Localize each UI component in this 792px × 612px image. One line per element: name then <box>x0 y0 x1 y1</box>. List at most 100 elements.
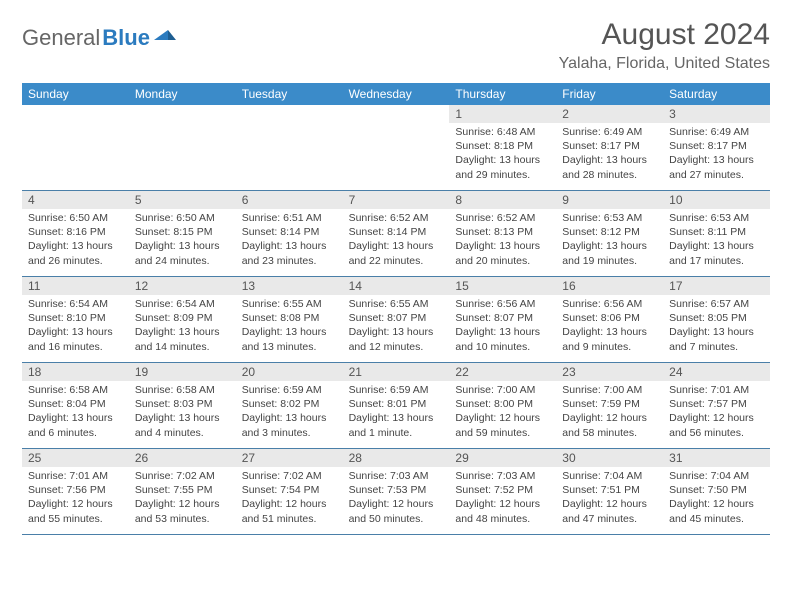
calendar-cell: 1Sunrise: 6:48 AMSunset: 8:18 PMDaylight… <box>449 105 556 191</box>
sunset-text: Sunset: 8:07 PM <box>349 311 444 325</box>
sunset-text: Sunset: 8:12 PM <box>562 225 657 239</box>
sunset-text: Sunset: 8:17 PM <box>669 139 764 153</box>
sunset-text: Sunset: 8:05 PM <box>669 311 764 325</box>
weekday-friday: Friday <box>556 83 663 105</box>
calendar-cell: 8Sunrise: 6:52 AMSunset: 8:13 PMDaylight… <box>449 191 556 277</box>
sunset-text: Sunset: 7:57 PM <box>669 397 764 411</box>
weekday-sunday: Sunday <box>22 83 129 105</box>
sunset-text: Sunset: 8:18 PM <box>455 139 550 153</box>
day-number: 16 <box>556 277 663 295</box>
sunset-text: Sunset: 8:14 PM <box>242 225 337 239</box>
daylight-text: Daylight: 12 hours and 58 minutes. <box>562 411 657 439</box>
sunset-text: Sunset: 8:04 PM <box>28 397 123 411</box>
daylight-text: Daylight: 12 hours and 56 minutes. <box>669 411 764 439</box>
calendar-cell: 3Sunrise: 6:49 AMSunset: 8:17 PMDaylight… <box>663 105 770 191</box>
day-body: Sunrise: 7:02 AMSunset: 7:55 PMDaylight:… <box>129 467 236 530</box>
sunrise-text: Sunrise: 7:00 AM <box>455 383 550 397</box>
sunrise-text: Sunrise: 6:48 AM <box>455 125 550 139</box>
daylight-text: Daylight: 12 hours and 47 minutes. <box>562 497 657 525</box>
daylight-text: Daylight: 13 hours and 17 minutes. <box>669 239 764 267</box>
sunset-text: Sunset: 7:50 PM <box>669 483 764 497</box>
day-number: 20 <box>236 363 343 381</box>
day-number: 15 <box>449 277 556 295</box>
day-number: 2 <box>556 105 663 123</box>
sunset-text: Sunset: 8:01 PM <box>349 397 444 411</box>
daylight-text: Daylight: 13 hours and 13 minutes. <box>242 325 337 353</box>
weekday-thursday: Thursday <box>449 83 556 105</box>
weekday-wednesday: Wednesday <box>343 83 450 105</box>
sunset-text: Sunset: 7:51 PM <box>562 483 657 497</box>
sunset-text: Sunset: 8:16 PM <box>28 225 123 239</box>
day-body: Sunrise: 6:50 AMSunset: 8:16 PMDaylight:… <box>22 209 129 272</box>
day-number: 10 <box>663 191 770 209</box>
day-body: Sunrise: 6:52 AMSunset: 8:13 PMDaylight:… <box>449 209 556 272</box>
calendar-cell: 24Sunrise: 7:01 AMSunset: 7:57 PMDayligh… <box>663 363 770 449</box>
daylight-text: Daylight: 12 hours and 50 minutes. <box>349 497 444 525</box>
day-number: 12 <box>129 277 236 295</box>
sunrise-text: Sunrise: 7:04 AM <box>562 469 657 483</box>
calendar-cell <box>22 105 129 191</box>
day-number: 29 <box>449 449 556 467</box>
day-number: 8 <box>449 191 556 209</box>
weekday-header-row: Sunday Monday Tuesday Wednesday Thursday… <box>22 83 770 105</box>
day-body: Sunrise: 7:00 AMSunset: 7:59 PMDaylight:… <box>556 381 663 444</box>
calendar-cell: 26Sunrise: 7:02 AMSunset: 7:55 PMDayligh… <box>129 449 236 535</box>
day-body: Sunrise: 6:58 AMSunset: 8:04 PMDaylight:… <box>22 381 129 444</box>
calendar-cell: 14Sunrise: 6:55 AMSunset: 8:07 PMDayligh… <box>343 277 450 363</box>
logo-text-general: General <box>22 25 100 51</box>
sunrise-text: Sunrise: 6:53 AM <box>669 211 764 225</box>
calendar-table: Sunday Monday Tuesday Wednesday Thursday… <box>22 83 770 535</box>
day-number: 25 <box>22 449 129 467</box>
day-body: Sunrise: 6:56 AMSunset: 8:06 PMDaylight:… <box>556 295 663 358</box>
logo: GeneralBlue <box>22 24 176 51</box>
daylight-text: Daylight: 13 hours and 7 minutes. <box>669 325 764 353</box>
day-number: 31 <box>663 449 770 467</box>
sunset-text: Sunset: 8:03 PM <box>135 397 230 411</box>
daylight-text: Daylight: 12 hours and 59 minutes. <box>455 411 550 439</box>
day-body: Sunrise: 6:56 AMSunset: 8:07 PMDaylight:… <box>449 295 556 358</box>
daylight-text: Daylight: 13 hours and 14 minutes. <box>135 325 230 353</box>
day-number: 24 <box>663 363 770 381</box>
day-body: Sunrise: 6:52 AMSunset: 8:14 PMDaylight:… <box>343 209 450 272</box>
day-body: Sunrise: 7:04 AMSunset: 7:51 PMDaylight:… <box>556 467 663 530</box>
day-body: Sunrise: 7:04 AMSunset: 7:50 PMDaylight:… <box>663 467 770 530</box>
day-body: Sunrise: 7:02 AMSunset: 7:54 PMDaylight:… <box>236 467 343 530</box>
calendar-cell <box>129 105 236 191</box>
sunrise-text: Sunrise: 7:01 AM <box>28 469 123 483</box>
sunset-text: Sunset: 8:13 PM <box>455 225 550 239</box>
calendar-grid: 1 Sunrise: 6:48 AMSunset: 8:18 PM Daylight… <box>22 105 770 535</box>
calendar-cell: 11Sunrise: 6:54 AMSunset: 8:10 PMDayligh… <box>22 277 129 363</box>
calendar-cell: 7Sunrise: 6:52 AMSunset: 8:14 PMDaylight… <box>343 191 450 277</box>
calendar-cell: 10Sunrise: 6:53 AMSunset: 8:11 PMDayligh… <box>663 191 770 277</box>
sunrise-text: Sunrise: 7:03 AM <box>455 469 550 483</box>
title-block: August 2024 Yalaha, Florida, United Stat… <box>559 18 770 73</box>
calendar-cell: 20Sunrise: 6:59 AMSunset: 8:02 PMDayligh… <box>236 363 343 449</box>
day-number: 4 <box>22 191 129 209</box>
calendar-cell: 29Sunrise: 7:03 AMSunset: 7:52 PMDayligh… <box>449 449 556 535</box>
calendar-cell: 31Sunrise: 7:04 AMSunset: 7:50 PMDayligh… <box>663 449 770 535</box>
daylight-text: Daylight: 13 hours and 26 minutes. <box>28 239 123 267</box>
calendar-cell: 21Sunrise: 6:59 AMSunset: 8:01 PMDayligh… <box>343 363 450 449</box>
daylight-text: Daylight: 13 hours and 28 minutes. <box>562 153 657 181</box>
day-number: 19 <box>129 363 236 381</box>
sunrise-text: Sunrise: 6:55 AM <box>242 297 337 311</box>
day-body: Sunrise: 7:01 AMSunset: 7:57 PMDaylight:… <box>663 381 770 444</box>
sunset-text: Sunset: 8:00 PM <box>455 397 550 411</box>
day-number: 13 <box>236 277 343 295</box>
day-number: 30 <box>556 449 663 467</box>
page-header: GeneralBlue August 2024 Yalaha, Florida,… <box>22 18 770 73</box>
daylight-text: Daylight: 13 hours and 9 minutes. <box>562 325 657 353</box>
daylight-text: Daylight: 12 hours and 51 minutes. <box>242 497 337 525</box>
sunrise-text: Sunrise: 7:01 AM <box>669 383 764 397</box>
sunrise-text: Sunrise: 6:58 AM <box>28 383 123 397</box>
weekday-saturday: Saturday <box>663 83 770 105</box>
day-body: Sunrise: 7:03 AMSunset: 7:52 PMDaylight:… <box>449 467 556 530</box>
calendar-cell: 12Sunrise: 6:54 AMSunset: 8:09 PMDayligh… <box>129 277 236 363</box>
day-number: 14 <box>343 277 450 295</box>
day-number: 1 <box>449 105 556 123</box>
day-body: Sunrise: 6:51 AMSunset: 8:14 PMDaylight:… <box>236 209 343 272</box>
day-number: 21 <box>343 363 450 381</box>
sunset-text: Sunset: 8:07 PM <box>455 311 550 325</box>
daylight-text: Daylight: 12 hours and 48 minutes. <box>455 497 550 525</box>
sunrise-text: Sunrise: 6:59 AM <box>242 383 337 397</box>
